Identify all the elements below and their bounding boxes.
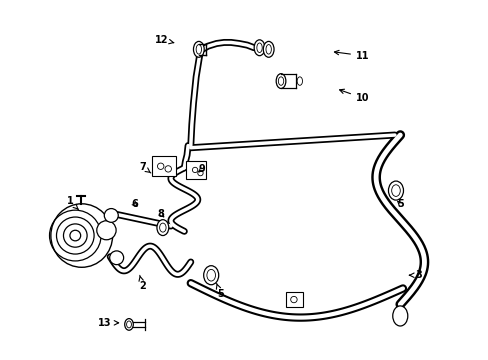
- Text: 9: 9: [198, 165, 204, 174]
- Ellipse shape: [157, 220, 168, 235]
- Circle shape: [109, 251, 123, 265]
- Circle shape: [97, 221, 116, 240]
- Ellipse shape: [387, 181, 403, 200]
- Text: 10: 10: [339, 89, 368, 103]
- Ellipse shape: [193, 41, 204, 57]
- Ellipse shape: [124, 319, 133, 330]
- Text: 5: 5: [396, 199, 403, 209]
- Text: 2: 2: [139, 275, 145, 291]
- Text: 1: 1: [66, 196, 78, 209]
- Text: 12: 12: [154, 35, 173, 45]
- Text: 5: 5: [216, 283, 223, 299]
- Ellipse shape: [263, 41, 273, 57]
- Ellipse shape: [254, 40, 264, 56]
- Text: 3: 3: [409, 270, 422, 280]
- Ellipse shape: [392, 306, 407, 326]
- Text: 11: 11: [334, 50, 368, 61]
- Text: 4: 4: [0, 359, 1, 360]
- Ellipse shape: [203, 266, 218, 285]
- Text: 13: 13: [98, 318, 119, 328]
- Ellipse shape: [276, 74, 285, 89]
- FancyBboxPatch shape: [285, 292, 302, 307]
- FancyBboxPatch shape: [186, 161, 205, 179]
- Text: 7: 7: [139, 162, 150, 173]
- FancyBboxPatch shape: [151, 156, 176, 176]
- Circle shape: [104, 208, 118, 222]
- Text: 8: 8: [158, 210, 164, 219]
- Ellipse shape: [51, 204, 112, 267]
- Text: 6: 6: [131, 199, 138, 209]
